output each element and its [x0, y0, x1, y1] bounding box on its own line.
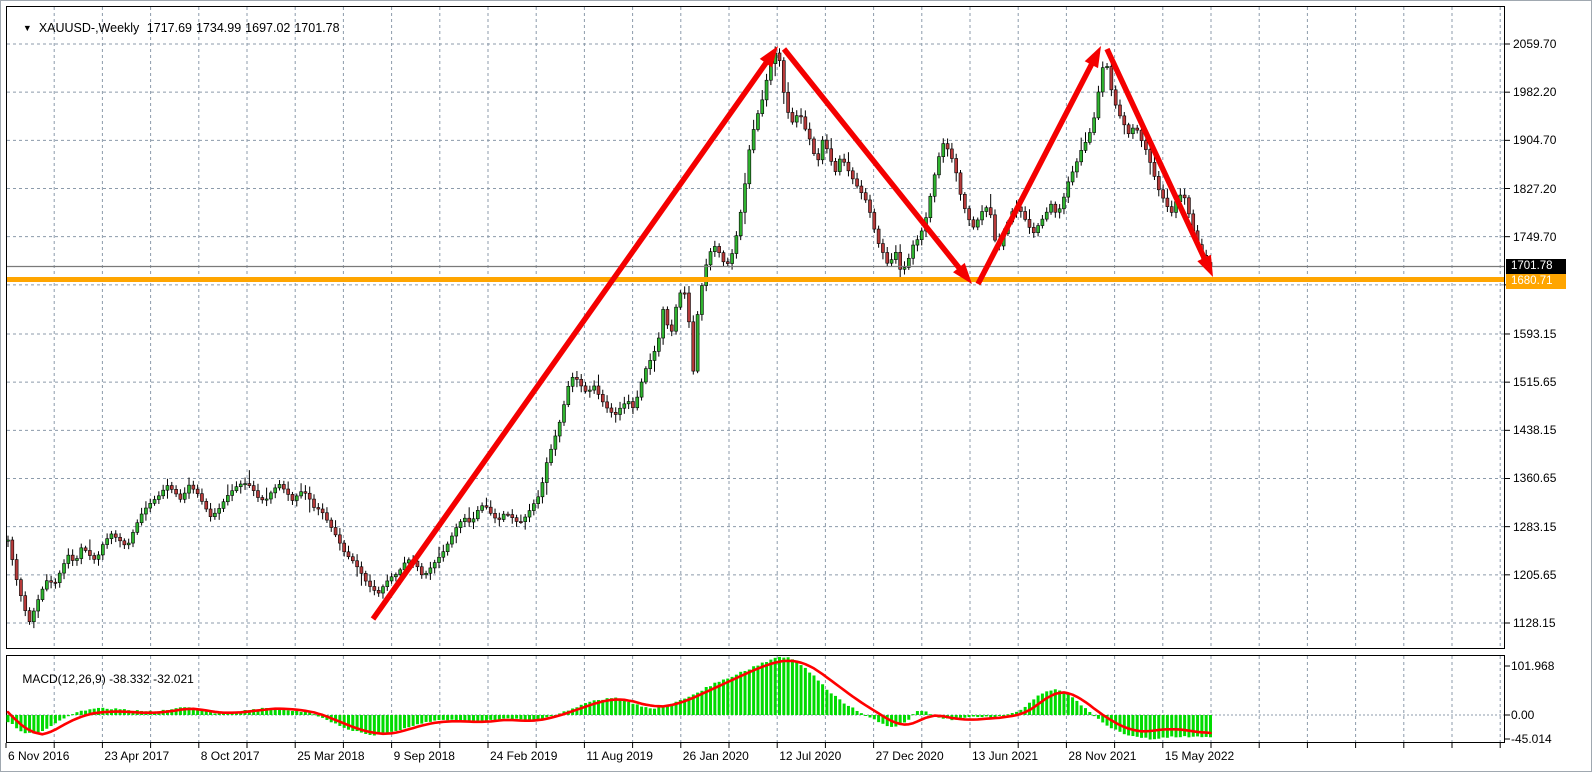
ohlc-close: 1701.78	[294, 21, 340, 35]
price-axis-label: 1593.15	[1513, 326, 1557, 341]
ohlc-low: 1697.02	[245, 21, 291, 35]
date-axis-label: 25 Mar 2018	[297, 749, 365, 763]
macd-axis-label: -45.014	[1511, 732, 1552, 746]
price-axis-label: 1749.70	[1513, 229, 1557, 244]
orange-line-price-badge[interactable]: 1680.71	[1506, 273, 1566, 289]
price-axis-label: 1128.15	[1513, 616, 1556, 630]
date-axis-label: 12 Jul 2020	[779, 749, 842, 763]
date-axis-label: 27 Dec 2020	[875, 749, 944, 763]
price-axis-label: 1283.15	[1513, 519, 1557, 534]
date-axis-label: 8 Oct 2017	[200, 749, 260, 763]
date-axis-label: 9 Sep 2018	[393, 749, 455, 763]
price-axis-label: 1438.15	[1513, 423, 1557, 438]
price-axis-label: 1205.65	[1513, 567, 1557, 582]
symbol-timeframe-label: XAUUSD-,Weekly	[38, 21, 140, 35]
macd-indicator-label: MACD(12,26,9) -38.332 -32.021	[9, 658, 194, 700]
date-axis-label: 15 May 2022	[1164, 749, 1235, 763]
price-axis-label: 1904.70	[1513, 133, 1557, 148]
macd-main-value: -38.332	[109, 672, 150, 686]
price-axis-label: 1360.65	[1513, 471, 1557, 486]
price-axis-label: 1982.20	[1513, 85, 1557, 100]
chart-title: ▼ XAUUSD-,Weekly 1717.69 1734.99 1697.02 170…	[9, 7, 344, 49]
date-axis-label: 24 Feb 2019	[490, 749, 558, 763]
macd-axis-label: 0.00	[1511, 708, 1535, 722]
price-axis-label: 1827.20	[1513, 181, 1557, 196]
date-axis-label: 6 Nov 2016	[8, 749, 70, 763]
ohlc-open: 1717.69	[146, 21, 192, 35]
date-axis-label: 28 Nov 2021	[1068, 749, 1137, 763]
date-axis-label: 13 Jun 2021	[972, 749, 1039, 763]
symbol-dropdown-icon[interactable]: ▼	[22, 23, 32, 33]
current-price-badge: 1701.78	[1506, 258, 1566, 274]
macd-axis-label: 101.968	[1511, 659, 1555, 673]
date-axis-label: 11 Aug 2019	[586, 749, 653, 763]
date-axis-label: 26 Jan 2020	[682, 749, 749, 763]
ohlc-high: 1734.99	[195, 21, 242, 35]
macd-params-label: MACD(12,26,9)	[22, 672, 106, 686]
date-axis-label: 23 Apr 2017	[104, 749, 170, 763]
macd-signal-value: -32.021	[153, 672, 194, 686]
price-axis-label: 2059.70	[1513, 37, 1557, 51]
price-axis-label: 1515.65	[1513, 375, 1557, 390]
